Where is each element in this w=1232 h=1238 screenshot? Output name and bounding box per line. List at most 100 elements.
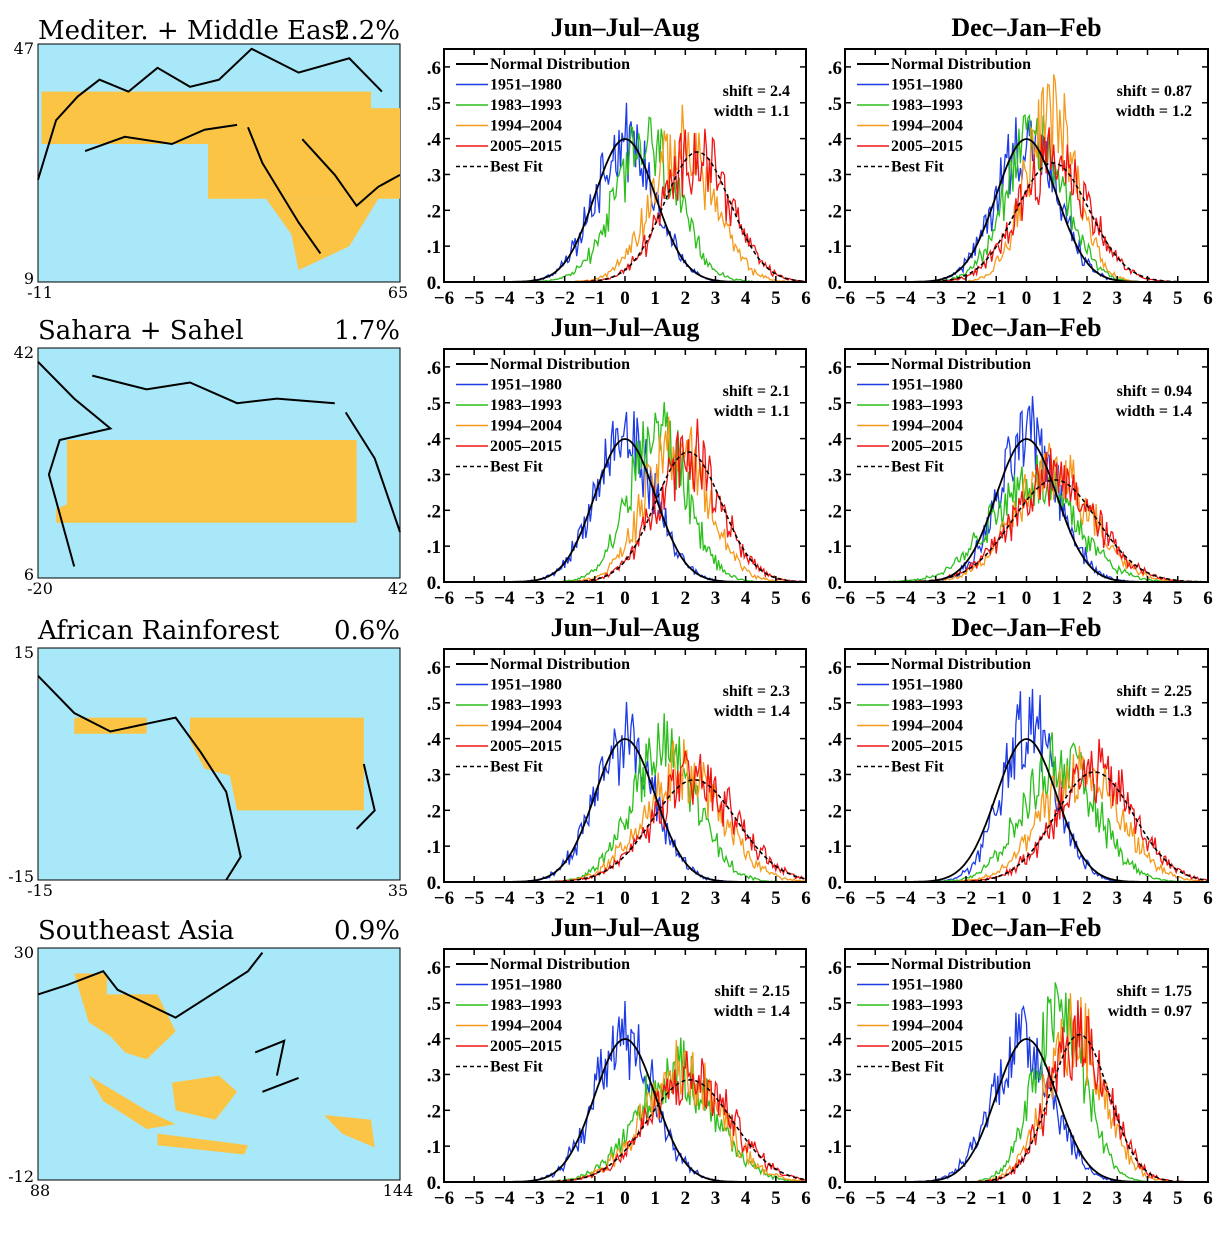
y-tick-label: .6: [427, 958, 441, 979]
x-tick-label: 1: [1052, 288, 1062, 309]
coastline: [344, 411, 401, 533]
region-percent: 0.6%: [334, 616, 400, 646]
y-tick-label: .1: [828, 837, 842, 858]
legend-label: Best Fit: [490, 459, 544, 476]
x-tick-label: −5: [865, 888, 885, 909]
x-tick-label: −5: [865, 588, 885, 609]
y-tick-label: .2: [828, 1101, 842, 1122]
legend-label: 2005–2015: [891, 1038, 963, 1055]
x-tick-label: −3: [926, 888, 946, 909]
lon-left-label: -20: [27, 579, 53, 598]
land-region: [324, 1115, 375, 1148]
y-tick-label: .2: [427, 1101, 441, 1122]
x-tick-label: 2: [681, 588, 691, 609]
y-tick-label: .5: [828, 994, 842, 1015]
coastline: [37, 675, 242, 881]
y-tick-label: .2: [427, 201, 441, 222]
legend-label: 1983–1993: [490, 697, 562, 714]
x-tick-label: −3: [926, 588, 946, 609]
x-tick-label: −4: [494, 888, 515, 909]
legend-label: Normal Distribution: [490, 656, 630, 673]
lon-left-label: 88: [30, 1181, 50, 1200]
x-tick-label: 0: [1022, 288, 1032, 309]
legend-label: Normal Distribution: [891, 656, 1031, 673]
best-fit-line: [444, 1079, 807, 1183]
x-tick-label: 2: [1082, 588, 1092, 609]
x-tick-label: 3: [711, 1188, 721, 1209]
land-region: [190, 717, 364, 811]
x-tick-label: 4: [1143, 288, 1153, 309]
x-tick-label: 5: [1173, 288, 1183, 309]
x-tick-label: −1: [585, 588, 605, 609]
coastline: [355, 763, 376, 830]
y-tick-label: 0.: [828, 873, 842, 894]
x-tick-label: 0: [1022, 588, 1032, 609]
coastline: [247, 126, 322, 254]
region-name: Southeast Asia: [38, 916, 234, 946]
y-tick-label: .2: [828, 801, 842, 822]
x-tick-label: −5: [464, 288, 484, 309]
x-tick-label: −6: [434, 1188, 454, 1209]
x-tick-label: −4: [895, 1188, 916, 1209]
y-tick-label: .6: [427, 658, 441, 679]
legend-label: 1951–1980: [490, 677, 562, 694]
legend-label: 1951–1980: [891, 677, 963, 694]
y-tick-label: .4: [828, 130, 843, 151]
width-label: width = 1.4: [714, 703, 790, 720]
legend-label: 1951–1980: [490, 77, 562, 94]
shift-label: shift = 2.1: [723, 383, 790, 400]
legend-label: Normal Distribution: [891, 956, 1031, 973]
x-tick-label: −6: [835, 888, 855, 909]
x-tick-label: −5: [464, 888, 484, 909]
land-region: [56, 440, 357, 523]
x-tick-label: 6: [1203, 588, 1213, 609]
x-tick-label: 5: [1173, 1188, 1183, 1209]
legend-label: Best Fit: [891, 159, 945, 176]
lon-left-label: -11: [27, 283, 53, 302]
legend-label: 2005–2015: [490, 438, 562, 455]
distribution-chart-2-0: Jun–Jul–Aug −6 −5 −4 −3 −2 −1 0 1 2 3 4 5 6 0. .1 .2 .3 .4…: [427, 613, 811, 909]
x-tick-label: 0: [1022, 888, 1032, 909]
legend-label: 1983–1993: [490, 397, 562, 414]
shift-label: shift = 2.3: [723, 683, 790, 700]
legend-label: 1983–1993: [891, 397, 963, 414]
x-tick-label: −4: [895, 888, 916, 909]
land-region: [88, 1075, 176, 1129]
x-tick-label: 5: [771, 1188, 781, 1209]
x-tick-label: 5: [1173, 888, 1183, 909]
x-tick-label: −2: [555, 588, 575, 609]
x-tick-label: 2: [681, 288, 691, 309]
y-tick-label: .5: [427, 394, 441, 415]
region-percent: 1.7%: [334, 316, 400, 346]
x-tick-label: 1: [1052, 888, 1062, 909]
legend-label: 1951–1980: [490, 977, 562, 994]
legend-label: Normal Distribution: [891, 56, 1031, 73]
y-tick-label: .3: [828, 765, 842, 786]
x-tick-label: −3: [524, 888, 544, 909]
width-label: width = 0.97: [1108, 1003, 1192, 1020]
y-tick-label: .3: [828, 465, 842, 486]
y-tick-label: .6: [828, 658, 842, 679]
best-fit-line: [845, 479, 1209, 583]
lon-left-label: -15: [27, 881, 53, 900]
y-tick-label: .3: [427, 465, 441, 486]
x-tick-label: −3: [926, 288, 946, 309]
x-tick-label: −5: [464, 1188, 484, 1209]
region-map-2: African Rainforest 0.6% 15 -15-15 35: [8, 616, 408, 900]
x-tick-label: 1: [650, 588, 660, 609]
y-tick-label: .3: [828, 1065, 842, 1086]
width-label: width = 1.3: [1116, 703, 1192, 720]
x-tick-label: −4: [494, 288, 515, 309]
legend-label: Best Fit: [891, 459, 945, 476]
lat-bottom-label: 6: [24, 565, 34, 584]
lat-top-label: 15: [14, 643, 34, 662]
legend-label: Best Fit: [891, 759, 945, 776]
x-tick-label: 0: [1022, 1188, 1032, 1209]
y-tick-label: .5: [427, 94, 441, 115]
y-tick-label: 0.: [427, 573, 441, 594]
shift-label: shift = 2.15: [715, 983, 790, 1000]
legend-label: 1994–2004: [891, 718, 963, 735]
